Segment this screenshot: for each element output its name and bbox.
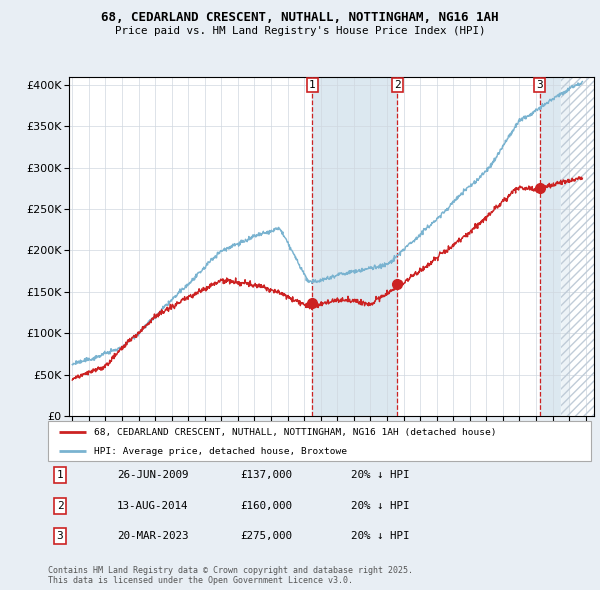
Bar	[539, 77, 569, 416]
Bar	[312, 77, 397, 416]
Text: 68, CEDARLAND CRESCENT, NUTHALL, NOTTINGHAM, NG16 1AH: 68, CEDARLAND CRESCENT, NUTHALL, NOTTING…	[101, 11, 499, 24]
Text: Contains HM Land Registry data © Crown copyright and database right 2025.
This d: Contains HM Land Registry data © Crown c…	[48, 566, 413, 585]
Text: 20-MAR-2023: 20-MAR-2023	[117, 532, 188, 541]
Text: 1: 1	[56, 470, 64, 480]
Text: 3: 3	[536, 80, 543, 90]
Text: £137,000: £137,000	[240, 470, 292, 480]
Text: 68, CEDARLAND CRESCENT, NUTHALL, NOTTINGHAM, NG16 1AH (detached house): 68, CEDARLAND CRESCENT, NUTHALL, NOTTING…	[94, 428, 497, 437]
Text: £160,000: £160,000	[240, 501, 292, 510]
Text: 2: 2	[56, 501, 64, 510]
FancyBboxPatch shape	[48, 421, 591, 461]
Bar	[561, 77, 594, 416]
Text: HPI: Average price, detached house, Broxtowe: HPI: Average price, detached house, Brox…	[94, 447, 347, 456]
Text: 20% ↓ HPI: 20% ↓ HPI	[351, 501, 409, 510]
Text: Price paid vs. HM Land Registry's House Price Index (HPI): Price paid vs. HM Land Registry's House …	[115, 26, 485, 36]
Text: 20% ↓ HPI: 20% ↓ HPI	[351, 532, 409, 541]
Text: 26-JUN-2009: 26-JUN-2009	[117, 470, 188, 480]
Text: £275,000: £275,000	[240, 532, 292, 541]
Bar	[561, 77, 594, 416]
Text: 3: 3	[56, 532, 64, 541]
Text: 13-AUG-2014: 13-AUG-2014	[117, 501, 188, 510]
Text: 1: 1	[309, 80, 316, 90]
Text: 2: 2	[394, 80, 401, 90]
Text: 20% ↓ HPI: 20% ↓ HPI	[351, 470, 409, 480]
